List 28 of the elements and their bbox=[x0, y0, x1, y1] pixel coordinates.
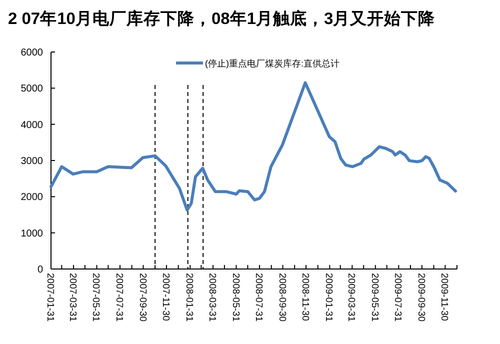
x-tick-label: 2009-05-31 bbox=[368, 273, 380, 322]
y-tick-label: 2000 bbox=[20, 192, 44, 204]
x-tick-label: 2008-09-30 bbox=[276, 273, 288, 322]
x-tick-label: 2008-07-31 bbox=[253, 273, 264, 322]
x-tick-label: 2007-09-30 bbox=[136, 273, 148, 322]
x-tick-label: 2009-03-31 bbox=[346, 273, 357, 322]
y-tick-label: 3000 bbox=[20, 156, 44, 167]
legend: (停止)重点电厂煤炭库存:直供总计 bbox=[176, 58, 340, 68]
x-tick-label: 2007-07-31 bbox=[114, 273, 124, 322]
y-tick-label: 1000 bbox=[20, 228, 44, 240]
x-tick-label: 2009-09-30 bbox=[415, 273, 426, 322]
x-tick-label: 2007-11-30 bbox=[160, 273, 172, 321]
title: 2 07年10月电厂库存下降，08年1月触底，3月又开始下降 bbox=[8, 10, 436, 28]
y-tick-label: 5000 bbox=[20, 84, 44, 95]
y-tick-label: 0 bbox=[37, 264, 44, 276]
x-tick-label: 2009-01-31 bbox=[323, 273, 334, 322]
x-tick-label: 2007-01-31 bbox=[44, 273, 56, 322]
x-tick-label: 2009-07-31 bbox=[392, 273, 404, 322]
x-tick-label: 2007-03-31 bbox=[66, 273, 78, 322]
legend-label: (停止)重点电厂煤炭库存:直供总计 bbox=[205, 58, 340, 68]
x-tick-label: 2008-03-31 bbox=[206, 273, 218, 322]
x-tick-label: 2009-11-30 bbox=[438, 273, 450, 321]
x-tick-label: 2008-01-31 bbox=[184, 273, 195, 322]
x-tick-label: 2008-11-30 bbox=[300, 273, 311, 321]
y-tick-label: 4000 bbox=[20, 120, 44, 131]
x-tick-label: 2008-05-31 bbox=[230, 273, 241, 322]
y-tick-label: 6000 bbox=[20, 48, 44, 58]
x-tick-label: 2007-05-31 bbox=[90, 273, 102, 322]
